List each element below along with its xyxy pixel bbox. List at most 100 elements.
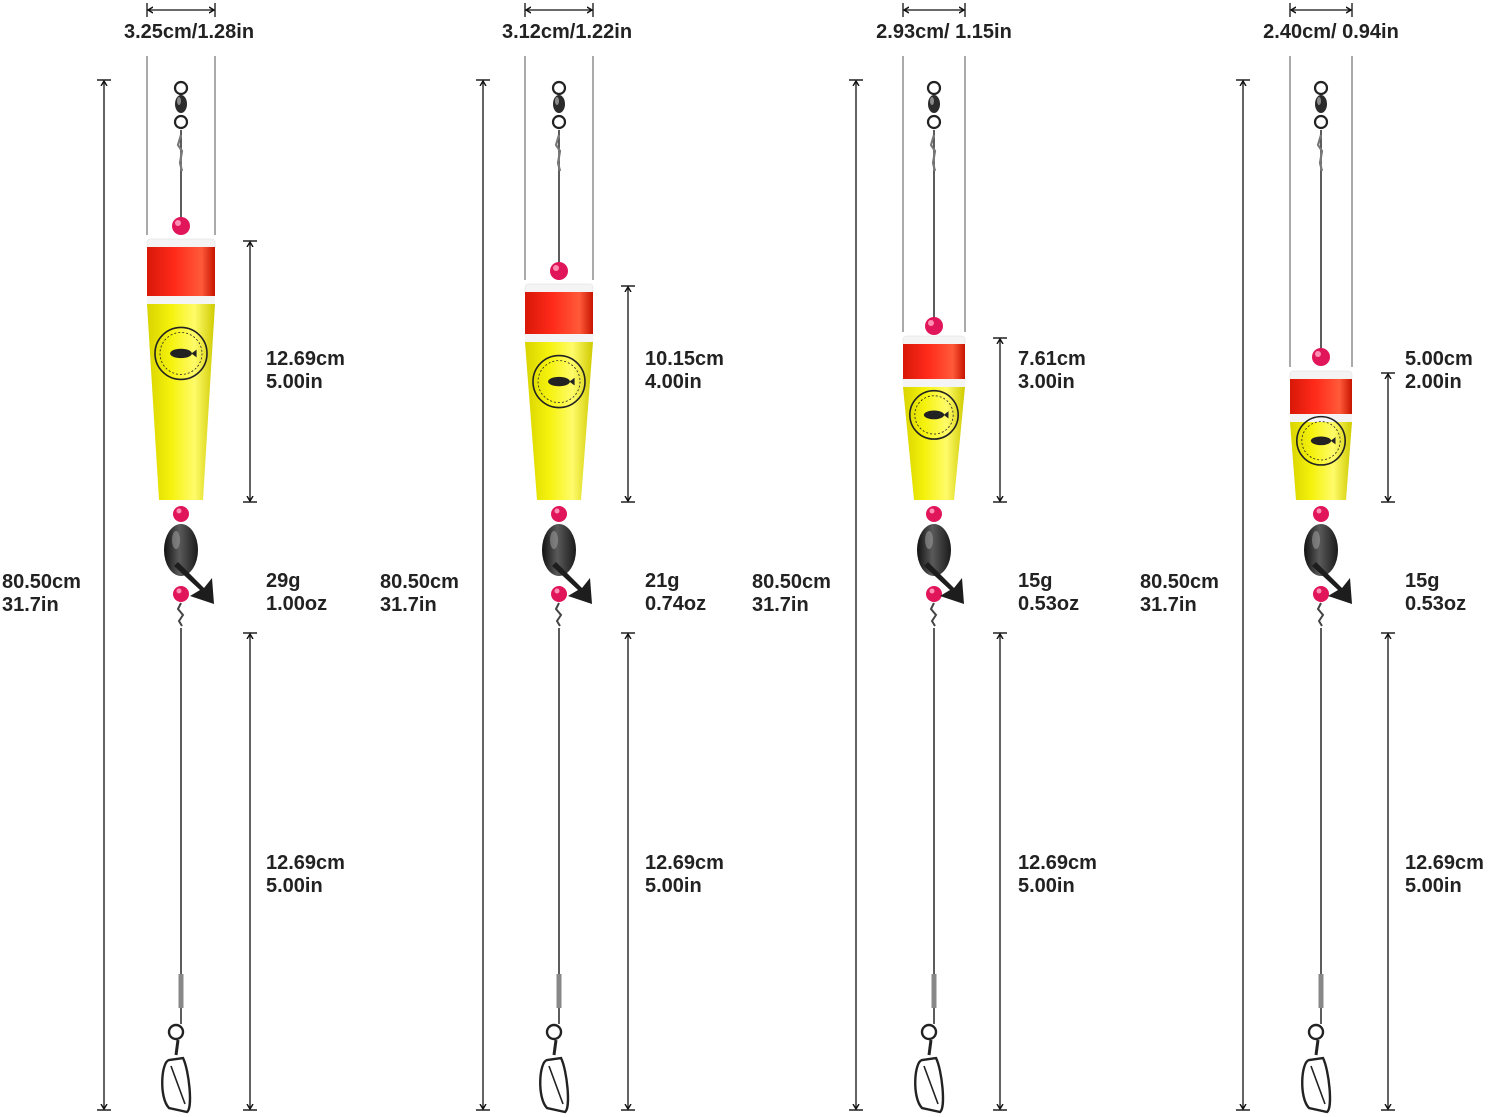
float-2-crimp bbox=[556, 974, 562, 1008]
float-1-wire-twist bbox=[176, 134, 184, 172]
float-3-weight-g: 15g bbox=[1018, 570, 1053, 592]
float-4-sinker-shine bbox=[1312, 531, 1320, 549]
float-2-weight-oz: 0.74oz bbox=[645, 593, 707, 615]
float-1-mid-band bbox=[147, 296, 215, 304]
float-3-upper-bead-shine bbox=[929, 508, 935, 514]
float-2-body-in: 4.00in bbox=[645, 371, 702, 393]
float-1-leader-in: 5.00in bbox=[266, 875, 323, 897]
snap-clip-icon bbox=[1301, 1023, 1332, 1114]
float-1-body-in: 5.00in bbox=[266, 371, 323, 393]
arrow-icon bbox=[174, 562, 214, 604]
float-2-sinker-shine bbox=[550, 531, 558, 549]
float-4-upper-bead-shine bbox=[1316, 508, 1322, 514]
snap-clip-icon bbox=[161, 1023, 192, 1114]
float-4-leader-in: 5.00in bbox=[1405, 875, 1462, 897]
snap-clip-icon bbox=[539, 1023, 570, 1114]
float-4-lower-bead-shine bbox=[1316, 588, 1322, 594]
float-2-mid-band bbox=[525, 334, 593, 342]
float-2-wire-spring bbox=[554, 602, 563, 627]
float-2-lower-bead bbox=[551, 586, 567, 602]
float-2-width-label: 3.12cm/1.22in bbox=[501, 21, 633, 43]
float-4-body-in: 2.00in bbox=[1405, 371, 1462, 393]
float-3-lower-bead bbox=[926, 586, 942, 602]
float-3-sinker-shine bbox=[925, 531, 933, 549]
arrow-icon bbox=[552, 562, 592, 604]
float-2-total-length: 80.50cm 31.7in bbox=[380, 571, 459, 617]
float-4-body-cm: 5.00cm bbox=[1405, 348, 1473, 370]
float-1-crimp bbox=[178, 974, 184, 1008]
float-4-leader-cm: 12.69cm bbox=[1405, 852, 1484, 874]
float-2-total-in: 31.7in bbox=[380, 594, 437, 616]
float-2-leader-cm: 12.69cm bbox=[645, 852, 724, 874]
float-4-group bbox=[1236, 3, 1395, 1114]
float-2-top-bead bbox=[550, 262, 568, 280]
float-2-body-length: 10.15cm 4.00in bbox=[645, 348, 724, 394]
float-3-body-in: 3.00in bbox=[1018, 371, 1075, 393]
arrow-icon bbox=[1312, 562, 1352, 604]
float-3-weight: 15g 0.53oz bbox=[1018, 570, 1079, 616]
float-1-upper-bead-shine bbox=[176, 508, 182, 514]
float-4-weight-g: 15g bbox=[1405, 570, 1440, 592]
float-2-weight: 21g 0.74oz bbox=[645, 570, 706, 616]
float-4-yellow-body bbox=[1290, 422, 1352, 500]
float-3-total-cm: 80.50cm bbox=[752, 571, 831, 593]
float-2-upper-bead-shine bbox=[554, 508, 560, 514]
float-4-leader-length: 12.69cm 5.00in bbox=[1405, 852, 1484, 898]
float-1-weight-g: 29g bbox=[266, 570, 301, 592]
float-4-total-cm: 80.50cm bbox=[1140, 571, 1219, 593]
float-4-top-bead bbox=[1312, 348, 1330, 366]
float-4-crimp bbox=[1318, 974, 1324, 1008]
bobber-logo-icon bbox=[154, 326, 208, 381]
float-3-width-label: 2.93cm/ 1.15in bbox=[876, 21, 1012, 43]
float-3-group bbox=[849, 3, 1007, 1114]
float-3-top-bead-shine bbox=[928, 320, 934, 326]
float-3-mid-band bbox=[903, 379, 965, 387]
float-2-group bbox=[476, 3, 635, 1114]
float-1-leader-length: 12.69cm 5.00in bbox=[266, 852, 345, 898]
float-3-leader-cm: 12.69cm bbox=[1018, 852, 1097, 874]
float-3-yellow-body bbox=[903, 387, 965, 500]
float-3-wire-spring bbox=[929, 602, 938, 627]
float-3-total-length: 80.50cm 31.7in bbox=[752, 571, 831, 617]
float-3-total-in: 31.7in bbox=[752, 594, 809, 616]
float-4-total-length: 80.50cm 31.7in bbox=[1140, 571, 1219, 617]
float-1-body-length: 12.69cm 5.00in bbox=[266, 348, 345, 394]
float-1-sinker-shine bbox=[172, 531, 180, 549]
swivel-icon bbox=[926, 80, 942, 130]
float-4-red-cap bbox=[1290, 379, 1352, 416]
float-1-upper-bead bbox=[173, 506, 189, 522]
float-2-total-cm: 80.50cm bbox=[380, 571, 459, 593]
float-1-top-bead bbox=[172, 217, 190, 235]
float-4-body-length: 5.00cm 2.00in bbox=[1405, 348, 1473, 394]
float-2-leader-in: 5.00in bbox=[645, 875, 702, 897]
float-4-mid-band bbox=[1290, 414, 1352, 422]
float-3-upper-bead bbox=[926, 506, 942, 522]
float-1-red-cap bbox=[147, 247, 215, 298]
float-2-leader-length: 12.69cm 5.00in bbox=[645, 852, 724, 898]
float-4-wire-spring bbox=[1316, 602, 1325, 627]
float-2-red-cap bbox=[525, 292, 593, 336]
swivel-icon bbox=[551, 80, 567, 130]
float-1-lower-bead bbox=[173, 586, 189, 602]
float-2-wire-twist bbox=[554, 134, 562, 172]
float-1-group bbox=[97, 3, 257, 1114]
float-1-weight-oz: 1.00oz bbox=[266, 593, 328, 615]
float-3-leader-length: 12.69cm 5.00in bbox=[1018, 852, 1097, 898]
float-3-lower-bead-shine bbox=[929, 588, 935, 594]
arrow-icon bbox=[924, 562, 964, 604]
float-2-weight-g: 21g bbox=[645, 570, 680, 592]
float-3-weight-oz: 0.53oz bbox=[1018, 593, 1080, 615]
float-1-width-label: 3.25cm/1.28in bbox=[123, 21, 255, 43]
float-3-wire-twist bbox=[929, 134, 937, 172]
float-3-leader-in: 5.00in bbox=[1018, 875, 1075, 897]
float-3-top-bead bbox=[925, 317, 943, 335]
float-4-wire-twist bbox=[1316, 134, 1324, 172]
float-1-lower-bead-shine bbox=[176, 588, 182, 594]
float-4-weight: 15g 0.53oz bbox=[1405, 570, 1466, 616]
float-1-body-cm: 12.69cm bbox=[266, 348, 345, 370]
float-4-width-label: 2.40cm/ 0.94in bbox=[1263, 21, 1399, 43]
float-2-lower-bead-shine bbox=[554, 588, 560, 594]
float-3-body-length: 7.61cm 3.00in bbox=[1018, 348, 1086, 394]
